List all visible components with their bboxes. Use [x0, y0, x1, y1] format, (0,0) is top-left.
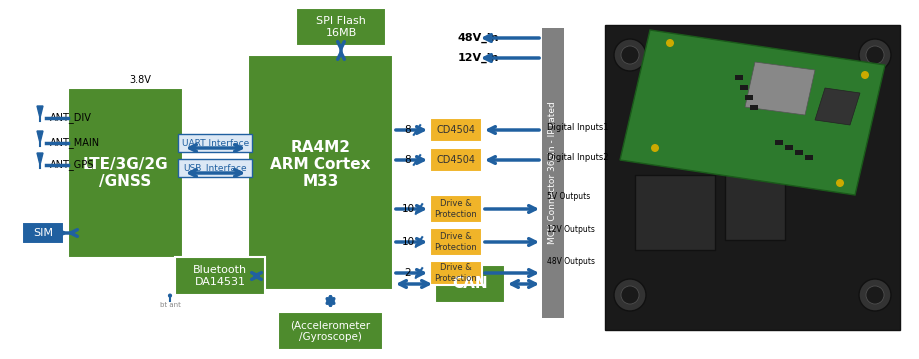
Text: Bluetooth
DA14531: Bluetooth DA14531: [193, 265, 247, 287]
Bar: [175, 257, 265, 295]
Bar: [429, 118, 482, 142]
Bar: [605, 25, 899, 330]
Bar: [178, 134, 252, 152]
Polygon shape: [37, 131, 43, 143]
Text: MCU Connector 36pin - IP rated: MCU Connector 36pin - IP rated: [548, 102, 557, 244]
Text: CD4504: CD4504: [436, 155, 475, 165]
Bar: [22, 222, 64, 244]
Text: ANT_MAIN: ANT_MAIN: [50, 137, 100, 149]
Bar: [68, 88, 183, 258]
Bar: [784, 145, 792, 150]
Bar: [429, 228, 482, 256]
Circle shape: [620, 46, 639, 64]
Text: 3.8V: 3.8V: [130, 75, 152, 85]
Bar: [435, 265, 505, 303]
Circle shape: [860, 71, 868, 79]
Text: 8: 8: [404, 155, 411, 165]
Text: CD4504: CD4504: [436, 125, 475, 135]
Bar: [774, 140, 782, 145]
Text: Digital Inputs2: Digital Inputs2: [547, 154, 607, 163]
Text: 8: 8: [404, 125, 411, 135]
Bar: [804, 155, 812, 160]
Text: 12V_in: 12V_in: [458, 53, 499, 63]
Bar: [794, 150, 802, 155]
Text: RA4M2
ARM Cortex
M33: RA4M2 ARM Cortex M33: [270, 140, 370, 190]
Polygon shape: [619, 30, 884, 195]
Bar: [296, 8, 386, 46]
Text: Drive &
Protection: Drive & Protection: [434, 263, 477, 283]
Circle shape: [665, 39, 674, 47]
Text: 48V Outputs: 48V Outputs: [547, 257, 595, 266]
Circle shape: [865, 46, 883, 64]
Text: CAN: CAN: [452, 276, 487, 292]
Text: 12V Outputs: 12V Outputs: [547, 225, 595, 234]
Text: 48V_in: 48V_in: [458, 33, 499, 43]
Text: Drive &
Protection: Drive & Protection: [434, 232, 477, 252]
Circle shape: [620, 286, 639, 304]
Text: bt ant: bt ant: [159, 302, 180, 308]
Text: (Accelerometer
/Gyroscope): (Accelerometer /Gyroscope): [290, 320, 370, 342]
Bar: [248, 55, 392, 290]
Bar: [744, 95, 752, 100]
Text: SPI Flash
16MB: SPI Flash 16MB: [316, 16, 366, 38]
Bar: [541, 28, 563, 318]
Text: LTE/3G/2G
/GNSS: LTE/3G/2G /GNSS: [83, 157, 168, 189]
Circle shape: [835, 179, 843, 187]
Text: Digital Inputs1: Digital Inputs1: [547, 123, 607, 132]
Polygon shape: [37, 153, 43, 165]
Text: 5V Outputs: 5V Outputs: [547, 192, 590, 201]
Polygon shape: [814, 88, 859, 125]
Text: UART Interface: UART Interface: [182, 139, 249, 148]
Text: 10: 10: [401, 204, 414, 214]
Circle shape: [858, 279, 890, 311]
Bar: [429, 261, 482, 285]
Text: USB_Interface: USB_Interface: [184, 163, 247, 173]
Text: SIM: SIM: [33, 228, 53, 238]
Circle shape: [613, 39, 645, 71]
Text: ANT_GPS: ANT_GPS: [50, 159, 95, 171]
Bar: [178, 159, 252, 177]
Circle shape: [613, 279, 645, 311]
Text: 10: 10: [401, 237, 414, 247]
Bar: [429, 195, 482, 223]
Bar: [724, 175, 784, 240]
Bar: [278, 312, 382, 350]
Circle shape: [865, 286, 883, 304]
Bar: [429, 148, 482, 172]
Text: 2: 2: [404, 268, 411, 278]
Bar: [734, 75, 743, 80]
Bar: [749, 105, 757, 110]
Circle shape: [651, 144, 658, 152]
Polygon shape: [744, 62, 814, 115]
Text: ANT_DIV: ANT_DIV: [50, 113, 92, 123]
Circle shape: [858, 39, 890, 71]
Bar: [739, 85, 747, 90]
Polygon shape: [37, 106, 43, 118]
Text: Drive &
Protection: Drive & Protection: [434, 199, 477, 219]
Bar: [634, 175, 714, 250]
Polygon shape: [168, 294, 171, 297]
